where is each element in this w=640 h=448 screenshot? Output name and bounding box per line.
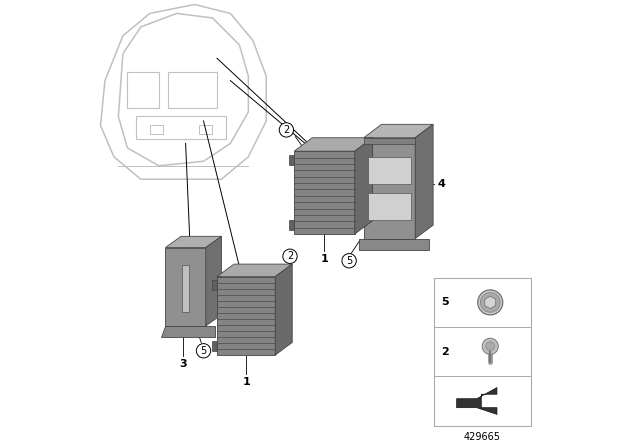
Text: 1: 1 — [242, 377, 250, 387]
Polygon shape — [161, 326, 215, 337]
Polygon shape — [166, 237, 221, 247]
Polygon shape — [217, 264, 292, 277]
Text: 5: 5 — [200, 346, 207, 356]
Circle shape — [482, 338, 499, 354]
Bar — [289, 155, 294, 165]
Polygon shape — [206, 237, 221, 326]
Text: 3: 3 — [180, 359, 187, 369]
Polygon shape — [364, 125, 433, 138]
Polygon shape — [294, 138, 372, 151]
Bar — [289, 220, 294, 230]
Text: 4: 4 — [437, 179, 445, 189]
Polygon shape — [355, 138, 372, 234]
Text: 429665: 429665 — [464, 432, 501, 442]
Text: 5: 5 — [346, 256, 352, 266]
Bar — [212, 280, 217, 290]
Polygon shape — [275, 264, 292, 355]
Bar — [435, 278, 531, 426]
Bar — [368, 157, 411, 184]
Circle shape — [477, 290, 503, 315]
Polygon shape — [359, 238, 429, 250]
Polygon shape — [364, 138, 415, 238]
Polygon shape — [485, 296, 495, 309]
Polygon shape — [294, 151, 355, 234]
Polygon shape — [457, 388, 497, 414]
Text: 5: 5 — [442, 297, 449, 307]
Polygon shape — [166, 247, 206, 326]
Text: 2: 2 — [284, 125, 289, 135]
Circle shape — [486, 342, 495, 351]
Bar — [212, 341, 217, 350]
Text: 2: 2 — [442, 347, 449, 357]
Polygon shape — [217, 277, 275, 355]
Circle shape — [283, 249, 297, 263]
Bar — [182, 265, 189, 313]
Circle shape — [481, 293, 500, 312]
Circle shape — [196, 344, 211, 358]
Circle shape — [342, 254, 356, 268]
Circle shape — [279, 123, 294, 137]
Text: 1: 1 — [321, 254, 328, 264]
Polygon shape — [415, 125, 433, 238]
Bar — [368, 193, 411, 220]
Text: 2: 2 — [287, 251, 293, 261]
Bar — [364, 138, 415, 145]
